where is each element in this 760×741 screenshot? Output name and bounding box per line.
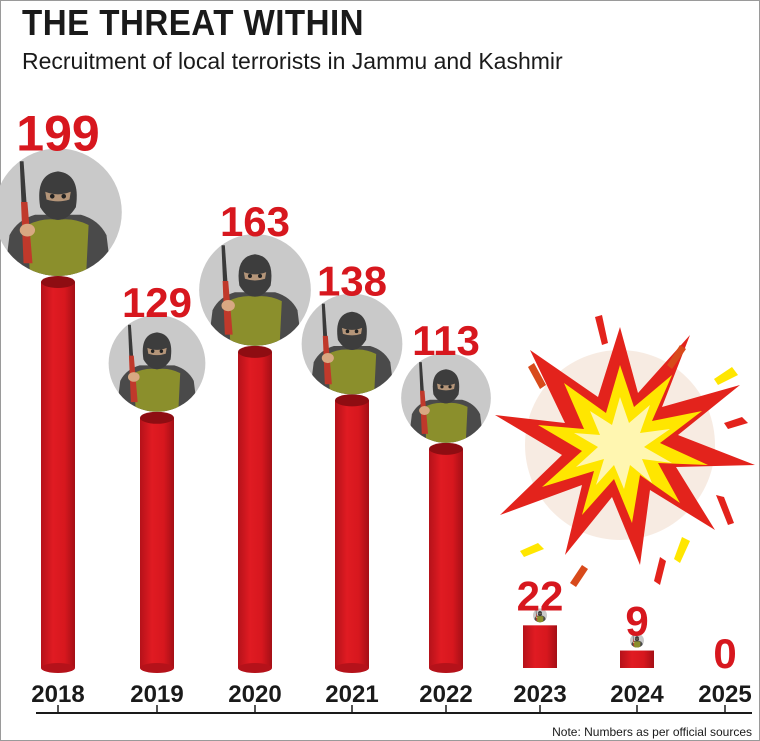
explosion-icon (495, 315, 755, 587)
bar-bottom-2021 (335, 663, 369, 673)
bar-top-2021 (335, 394, 369, 407)
bar-bottom-2018 (41, 663, 75, 673)
bar-2018 (41, 282, 75, 668)
source-note: Note: Numbers as per official sources (552, 725, 752, 739)
value-label-2022: 113 (412, 317, 480, 364)
bar-bottom-2022 (429, 663, 463, 673)
bar-2022 (429, 448, 463, 668)
bar-2019 (140, 417, 174, 668)
value-label-2020: 163 (220, 198, 290, 245)
value-label-2025: 0 (713, 630, 736, 677)
x-tick-label-2023: 2023 (513, 681, 566, 708)
page-title: THE THREAT WITHIN (22, 2, 365, 43)
bar-top-2018 (41, 276, 75, 288)
value-label-2018: 199 (16, 105, 99, 161)
value-label-2023: 22 (517, 572, 564, 619)
bar-2023 (523, 625, 557, 668)
bar-bottom-2019 (140, 663, 174, 673)
bar-2020 (238, 351, 272, 668)
gunman-avatar-icon (302, 294, 403, 395)
bar-top-2019 (140, 411, 174, 424)
bar-2021 (335, 400, 369, 668)
bar-top-2022 (429, 442, 463, 455)
x-tick-label-2022: 2022 (419, 681, 472, 708)
gunman-avatar-icon (199, 234, 311, 346)
bar-top-2020 (238, 345, 272, 358)
value-label-2019: 129 (122, 279, 192, 326)
gunman-avatar-icon (401, 353, 491, 443)
x-tick-label-2020: 2020 (228, 681, 281, 708)
gunman-avatar-icon (0, 148, 122, 276)
x-tick-label-2024: 2024 (610, 681, 664, 708)
x-tick-label-2021: 2021 (325, 681, 378, 708)
page-subtitle: Recruitment of local terrorists in Jammu… (22, 48, 563, 74)
value-label-2021: 138 (317, 258, 387, 305)
gunman-avatar-icon (109, 315, 206, 412)
x-tick-label-2019: 2019 (130, 681, 183, 708)
x-tick-label-2018: 2018 (31, 681, 84, 708)
value-label-2024: 9 (625, 598, 648, 645)
bar-2024 (620, 650, 654, 668)
x-tick-label-2025: 2025 (698, 681, 751, 708)
bar-bottom-2020 (238, 663, 272, 673)
